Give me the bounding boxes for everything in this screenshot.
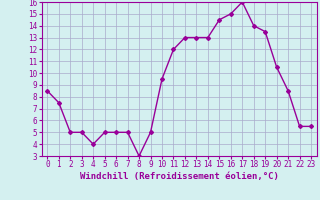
X-axis label: Windchill (Refroidissement éolien,°C): Windchill (Refroidissement éolien,°C) [80,172,279,181]
